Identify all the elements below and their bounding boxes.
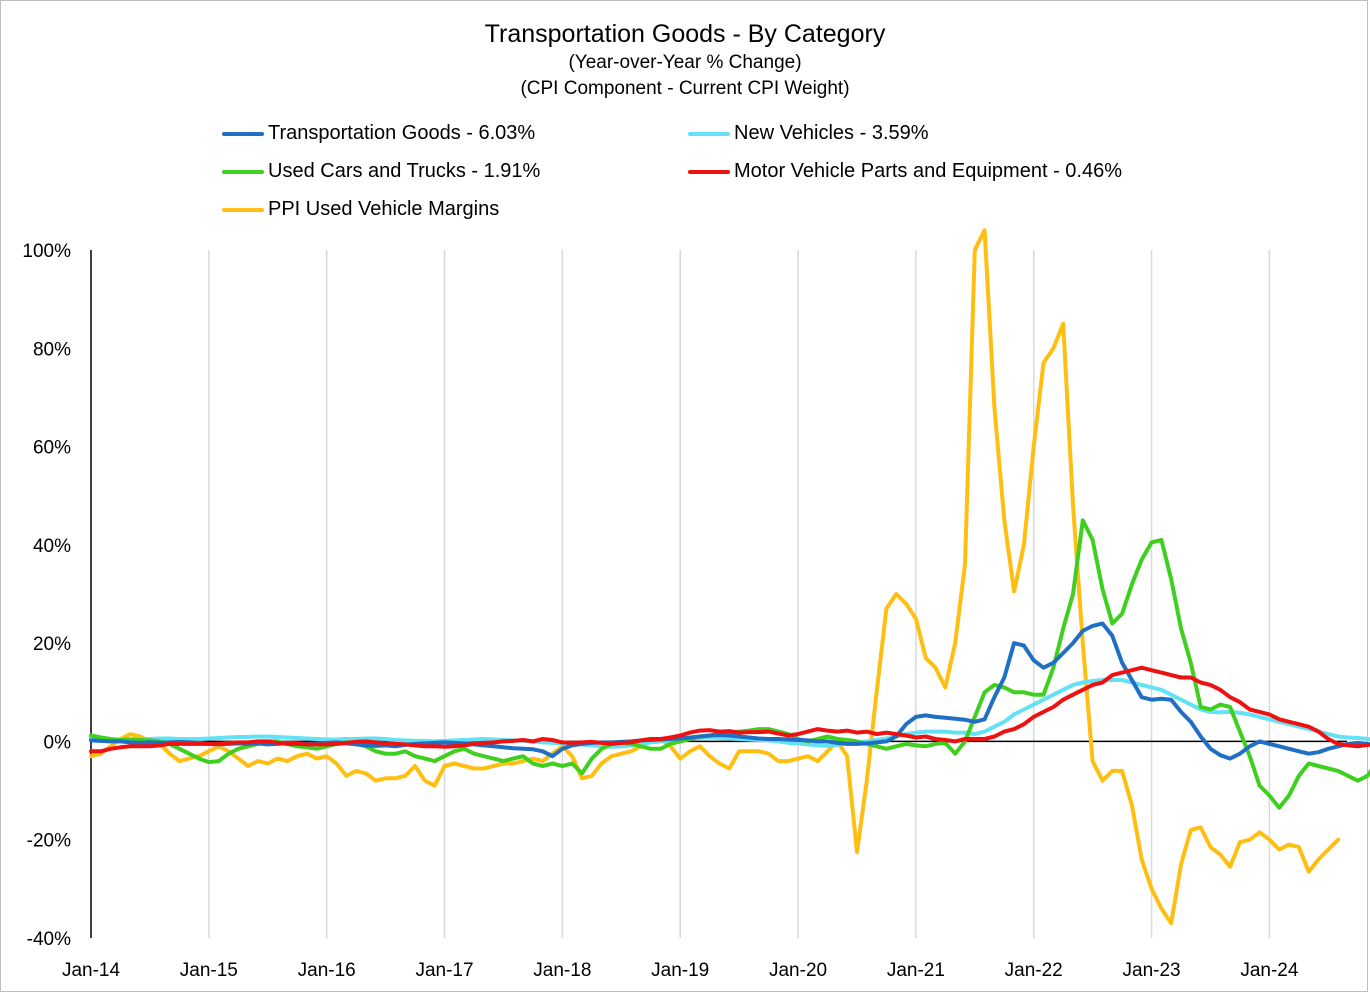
y-axis-ticks: 100% 80% 60% 40% 20% 0% -20% -40% <box>22 241 71 950</box>
y-tick-label: 80% <box>33 339 71 360</box>
y-tick-label: 60% <box>33 438 71 459</box>
title-block: Transportation Goods - By Category (Year… <box>0 18 1370 102</box>
chart-title: Transportation Goods - By Category <box>484 20 886 48</box>
chart-subtitle-1: (Year-over-Year % Change) <box>568 52 802 73</box>
x-tick-label: Jan-15 <box>180 960 238 981</box>
x-tick-label: Jan-16 <box>298 960 356 981</box>
y-tick-label: 0% <box>44 732 72 753</box>
series-line-2 <box>89 518 1370 810</box>
x-tick-label: Jan-18 <box>533 960 591 981</box>
x-tick-label: Jan-23 <box>1123 960 1181 981</box>
y-tick-label: 20% <box>33 634 71 655</box>
x-tick-label: Jan-14 <box>62 960 121 981</box>
gridlines <box>208 250 1271 938</box>
y-tick-label: 40% <box>33 536 71 557</box>
series-line-3 <box>89 665 1370 754</box>
x-tick-label: Jan-19 <box>651 960 709 981</box>
axes <box>90 250 1347 938</box>
x-tick-label: Jan-20 <box>769 960 827 981</box>
y-tick-label: 100% <box>22 241 71 262</box>
series-line-4 <box>89 228 1341 926</box>
x-axis-ticks: Jan-14 Jan-15 Jan-16 Jan-17 Jan-18 Jan-19 Jan-… <box>62 960 1299 981</box>
x-tick-label: Jan-22 <box>1005 960 1063 981</box>
series-lines <box>89 228 1370 926</box>
y-tick-label: -20% <box>27 831 71 852</box>
x-tick-label: Jan-17 <box>415 960 473 981</box>
y-tick-label: -40% <box>27 929 71 950</box>
x-tick-label: Jan-24 <box>1240 960 1299 981</box>
x-tick-label: Jan-21 <box>887 960 945 981</box>
chart-subtitle-2: (CPI Component - Current CPI Weight) <box>520 78 850 99</box>
